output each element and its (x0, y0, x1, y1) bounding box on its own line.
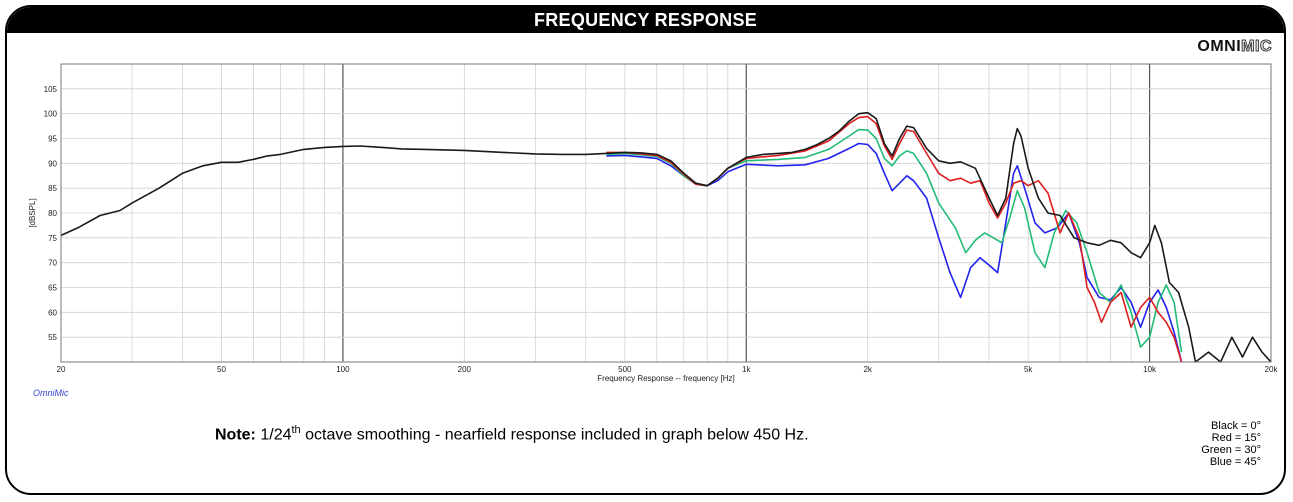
note-suffix: octave smoothing - nearfield response in… (300, 426, 809, 444)
legend: Black = 0° Red = 15° Green = 30° Blue = … (1201, 420, 1261, 468)
x-tick-label: 20k (1265, 365, 1279, 374)
x-tick-label: 50 (217, 365, 226, 374)
x-tick-label: 20 (57, 365, 66, 374)
y-tick-label: 100 (44, 110, 58, 119)
y-tick-label: 90 (48, 159, 57, 168)
y-tick-label: 70 (48, 259, 57, 268)
x-tick-label: 10k (1143, 365, 1157, 374)
x-tick-label: 500 (618, 365, 632, 374)
note-label: Note: (215, 426, 256, 444)
y-tick-label: 105 (44, 85, 58, 94)
x-tick-label: 5k (1024, 365, 1033, 374)
plot-border (60, 63, 1272, 363)
x-tick-label: 100 (336, 365, 350, 374)
note-sup: th (291, 424, 301, 436)
series-group (60, 111, 1272, 363)
grid-lines (60, 63, 1272, 363)
legend-item-red: Red = 15° (1211, 432, 1261, 444)
chart-frame: FREQUENCY RESPONSE OMNIMIC (5, 5, 1286, 495)
smoothing-note: Note: 1/24th octave smoothing - nearfiel… (215, 424, 809, 444)
series-line-3 (606, 142, 1183, 363)
y-tick-label: 80 (48, 209, 57, 218)
legend-item-black: Black = 0° (1211, 420, 1261, 432)
omnimic-credit: OmniMic (33, 388, 69, 398)
x-tick-label: 2k (863, 365, 872, 374)
y-tick-label: 55 (48, 333, 57, 342)
logo-hollow: MIC (1241, 38, 1272, 56)
y-tick-label: 95 (48, 135, 57, 144)
y-tick-label: 85 (48, 184, 57, 193)
y-axis-label: [dBSPL] (28, 198, 37, 227)
omnimic-logo: OMNIMIC (1197, 38, 1272, 56)
y-tick-label: 65 (48, 284, 57, 293)
tick-labels: 20 50 100 200 500 1k 2k 5k 10k 20k 55 60 65 70 75 80 85 9… (44, 85, 1279, 374)
y-tick-label: 75 (48, 234, 57, 243)
y-tick-label: 60 (48, 308, 57, 317)
chart-title: FREQUENCY RESPONSE (7, 7, 1284, 33)
legend-item-green: Green = 30° (1201, 444, 1261, 456)
logo-bold: OMNI (1197, 38, 1242, 55)
note-prefix: 1/24 (260, 426, 292, 444)
legend-item-blue: Blue = 45° (1209, 456, 1261, 468)
x-tick-label: 1k (742, 365, 751, 374)
series-line-0 (60, 111, 1272, 363)
x-axis-label: Frequency Response -- frequency [Hz] (597, 374, 734, 383)
x-tick-label: 200 (458, 365, 472, 374)
